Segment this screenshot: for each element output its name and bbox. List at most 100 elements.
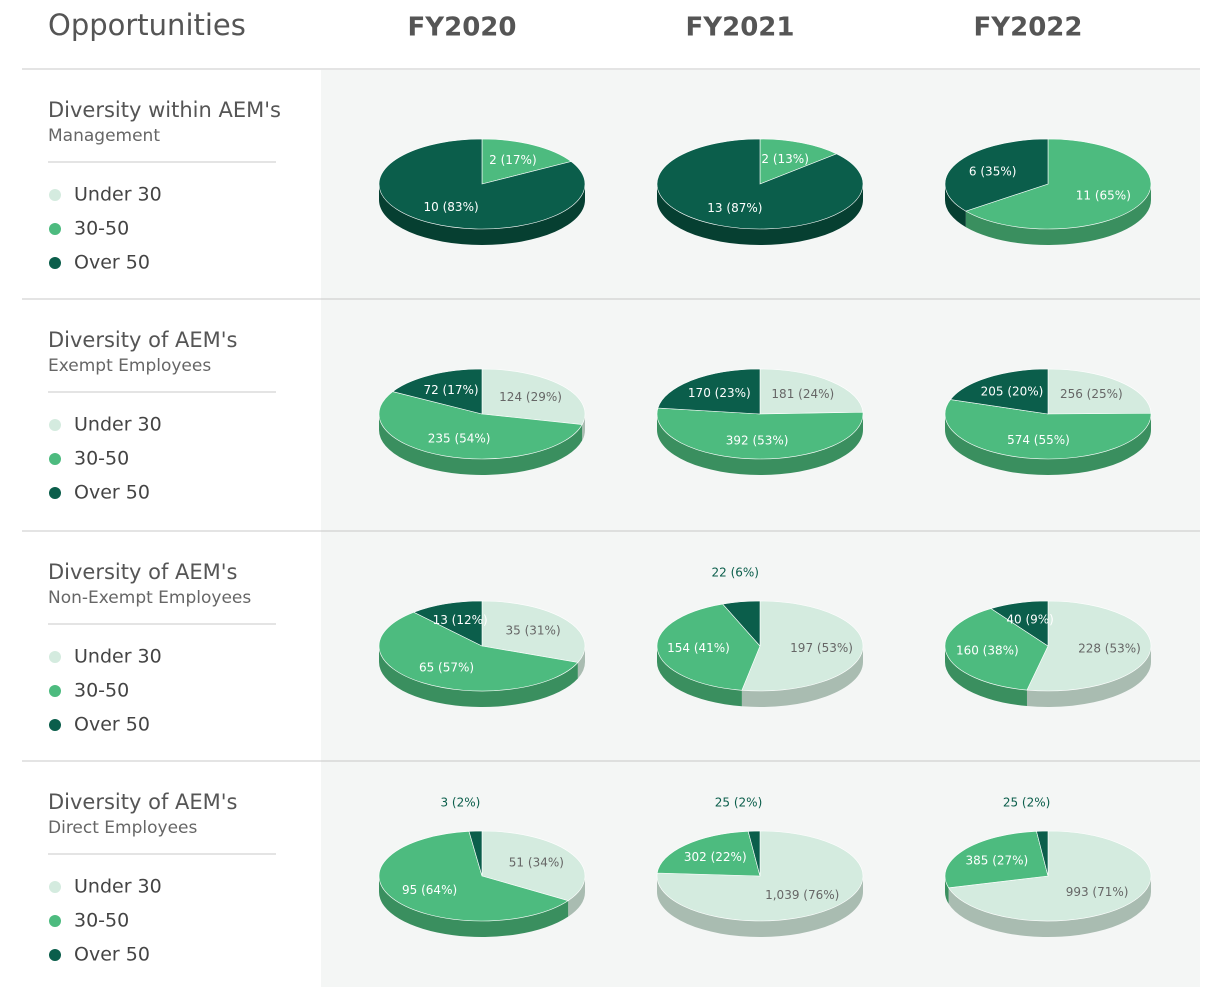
legend-label: 30-50 (74, 448, 129, 470)
legend-dot (49, 685, 61, 697)
pie-slice (378, 391, 583, 460)
data-label: 40 (9%) (1006, 613, 1053, 627)
data-label: 65 (57%) (419, 661, 474, 675)
legend-dot (49, 651, 61, 663)
data-label: 235 (54%) (428, 432, 491, 446)
data-label: 72 (17%) (423, 383, 478, 397)
pie-slice (1047, 368, 1152, 415)
pie-side (379, 414, 583, 475)
row-subtitle: Non-Exempt Employees (48, 588, 251, 608)
pie-slice (481, 600, 586, 663)
data-label: 2 (13%) (761, 152, 808, 166)
pie-slice (949, 368, 1049, 415)
legend-label: Over 50 (74, 482, 150, 504)
pie-slice (948, 830, 1152, 922)
legend-dot (49, 419, 61, 431)
pie-slice (1026, 600, 1152, 692)
pie-slice (481, 138, 572, 185)
data-label: 181 (24%) (771, 387, 834, 401)
pie-side (657, 184, 863, 245)
data-label: 13 (12%) (433, 613, 488, 627)
data-label: 124 (29%) (499, 390, 562, 404)
data-label: 154 (41%) (667, 641, 730, 655)
data-label: 392 (53%) (726, 433, 789, 447)
pie-slice (1036, 830, 1049, 877)
row-title: Diversity within AEM's (48, 98, 281, 122)
pie-slice (378, 831, 569, 922)
pie-slice (722, 600, 761, 647)
pie-slice (378, 611, 579, 692)
pie-slice (378, 138, 586, 230)
pie-slice (741, 600, 864, 692)
pie-side (1026, 646, 1151, 707)
pie-slice (759, 138, 838, 185)
legend-dot (49, 915, 61, 927)
legend-label: Over 50 (74, 252, 150, 274)
pie-slice (391, 368, 483, 415)
pie-side (657, 646, 742, 707)
data-label: 35 (31%) (506, 623, 561, 637)
legend-label: Over 50 (74, 944, 150, 966)
legend-dot (49, 453, 61, 465)
data-label: 25 (2%) (715, 796, 762, 810)
data-label: 95 (64%) (402, 883, 457, 897)
pie-slice (747, 830, 761, 877)
pie-side (657, 876, 863, 937)
data-label: 197 (53%) (790, 641, 853, 655)
data-label: 11 (65%) (1076, 189, 1131, 203)
data-label: 170 (23%) (688, 386, 751, 400)
data-label: 6 (35%) (969, 164, 1016, 178)
pie-side (577, 646, 585, 679)
legend-label: 30-50 (74, 910, 129, 932)
pie-slice (656, 407, 864, 460)
pie-side (965, 184, 1151, 245)
pie-side (582, 414, 585, 441)
legend-dot (49, 257, 61, 269)
data-label: 3 (2%) (440, 796, 480, 810)
pie-slice (413, 600, 483, 647)
legend-label: 30-50 (74, 218, 129, 240)
data-label: 205 (20%) (981, 385, 1044, 399)
column-header: FY2021 (686, 13, 795, 43)
data-label: 1,039 (76%) (765, 888, 839, 902)
data-label: 993 (71%) (1066, 885, 1129, 899)
column-header: FY2022 (974, 13, 1083, 43)
legend-label: Under 30 (74, 876, 162, 898)
legend-dot (49, 223, 61, 235)
column-header: FY2020 (408, 13, 517, 43)
data-label: 302 (22%) (684, 850, 747, 864)
legend-label: 30-50 (74, 680, 129, 702)
data-label: 13 (87%) (707, 201, 762, 215)
legend-label: Under 30 (74, 646, 162, 668)
data-label: 228 (53%) (1078, 641, 1141, 655)
data-label: 25 (2%) (1003, 796, 1050, 810)
legend-dot (49, 487, 61, 499)
data-label: 385 (27%) (965, 853, 1028, 867)
pie-slice (656, 603, 761, 691)
row-subtitle: Exempt Employees (48, 356, 211, 376)
pie-side (945, 414, 1151, 475)
pie-side (948, 876, 1151, 937)
pie-slice (944, 830, 1049, 889)
pie-slice (656, 138, 864, 230)
pie-side (379, 876, 569, 938)
legend-dot (49, 719, 61, 731)
pie-slice (656, 830, 864, 922)
pie-side (379, 184, 585, 245)
data-label: 256 (25%) (1060, 387, 1123, 401)
data-label: 574 (55%) (1007, 433, 1070, 447)
legend-dot (49, 949, 61, 961)
row-title: Diversity of AEM's (48, 790, 237, 814)
data-label: 51 (34%) (509, 856, 564, 870)
pie-slice (990, 600, 1049, 647)
pie-slice (468, 830, 483, 877)
pie-slice (944, 138, 1049, 212)
pie-side (568, 876, 585, 917)
pie-side (657, 414, 863, 475)
pie-side (945, 184, 966, 228)
pie-slice (759, 368, 864, 415)
row-title: Diversity of AEM's (48, 560, 237, 584)
legend-label: Over 50 (74, 714, 150, 736)
row-title: Diversity of AEM's (48, 328, 237, 352)
